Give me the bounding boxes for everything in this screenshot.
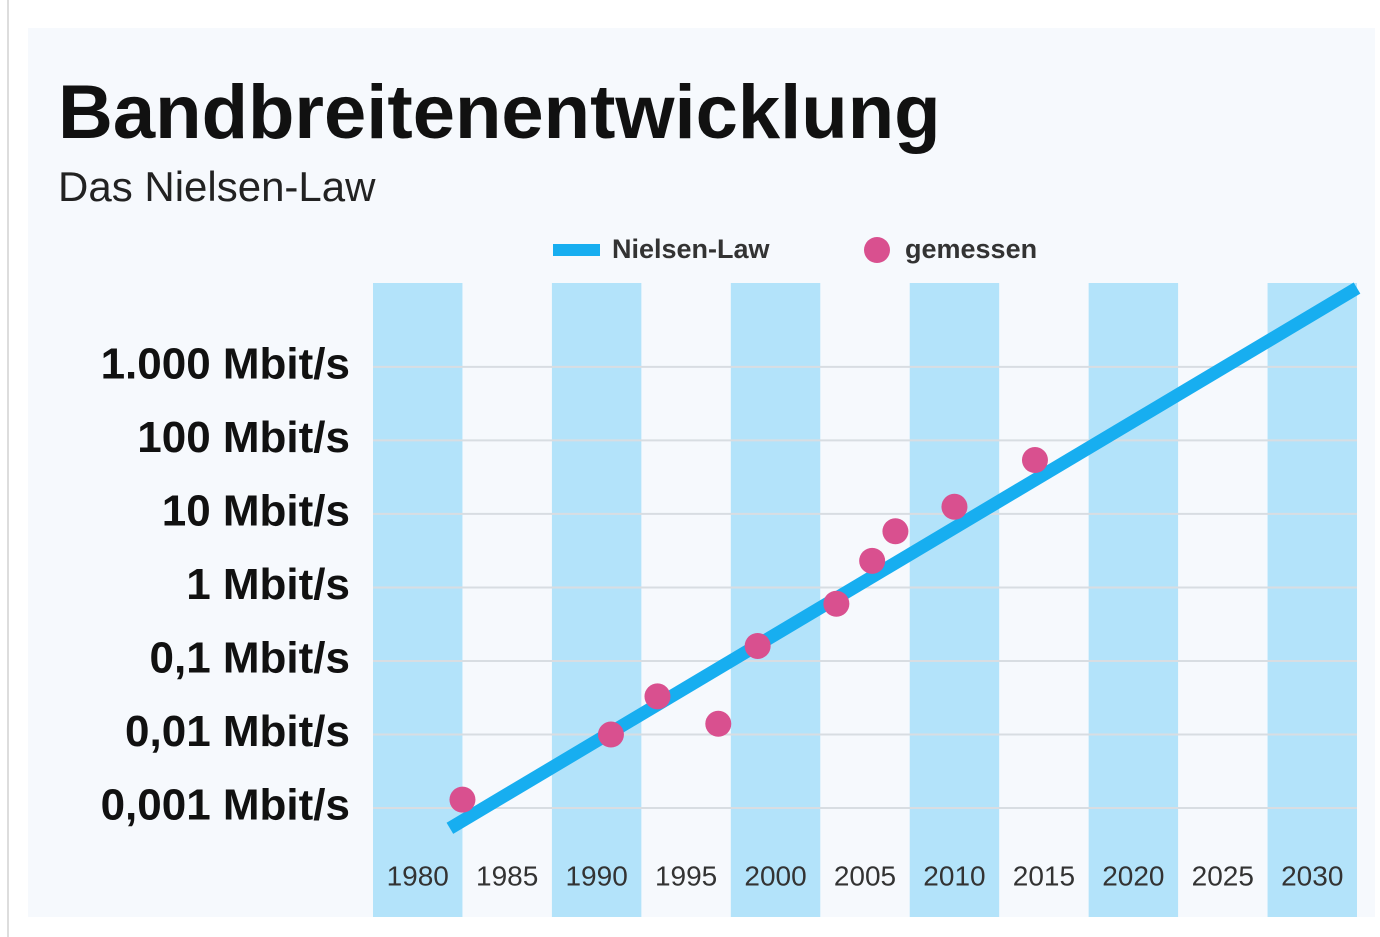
data-point <box>597 721 624 748</box>
chart-subtitle: Das Nielsen-Law <box>58 163 376 210</box>
x-tick-label: 2025 <box>1192 860 1254 891</box>
x-tick-label: 1995 <box>655 860 717 891</box>
data-point <box>882 518 909 545</box>
data-point <box>1021 447 1048 474</box>
x-band <box>1267 283 1357 917</box>
x-tick-label: 2030 <box>1281 860 1343 891</box>
y-tick-label: 0,001 Mbit/s <box>101 781 350 830</box>
y-tick-label: 1 Mbit/s <box>186 560 350 609</box>
x-tick-label: 2020 <box>1102 860 1164 891</box>
data-point <box>744 632 771 659</box>
data-point <box>705 710 732 737</box>
y-tick-label: 100 Mbit/s <box>137 413 350 462</box>
y-tick-label: 0,01 Mbit/s <box>125 707 350 756</box>
chart-title: Bandbreitenentwicklung <box>58 70 941 155</box>
x-tick-label: 2000 <box>744 860 806 891</box>
x-tick-label: 1985 <box>476 860 538 891</box>
data-point <box>823 590 850 617</box>
data-point <box>449 786 476 813</box>
x-tick-label: 1980 <box>387 860 449 891</box>
legend-label: gemessen <box>905 234 1037 264</box>
x-band <box>373 283 463 917</box>
x-band <box>551 283 642 917</box>
plot-area <box>373 282 1361 917</box>
x-tick-label: 2010 <box>923 860 985 891</box>
x-band <box>909 283 1000 917</box>
legend-label: Nielsen-Law <box>612 234 771 264</box>
x-tick-label: 1990 <box>565 860 627 891</box>
y-tick-label: 0,1 Mbit/s <box>150 634 351 683</box>
x-tick-label: 2015 <box>1013 860 1075 891</box>
data-point <box>859 547 886 574</box>
x-band <box>1088 283 1179 917</box>
legend-swatch <box>553 244 600 256</box>
y-tick-label: 1.000 Mbit/s <box>101 339 350 388</box>
legend-swatch <box>864 237 890 263</box>
x-tick-label: 2005 <box>834 860 896 891</box>
data-point <box>941 493 968 520</box>
x-band <box>730 283 821 917</box>
y-tick-label: 10 Mbit/s <box>162 487 350 536</box>
data-point <box>644 683 671 710</box>
